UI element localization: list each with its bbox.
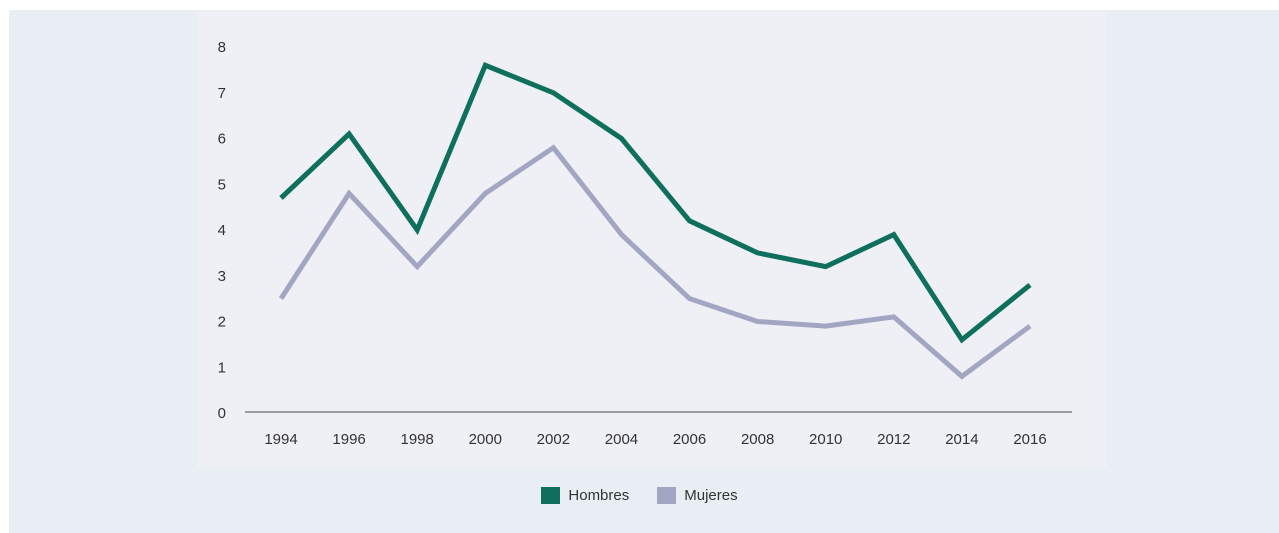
legend-item-mujeres: Mujeres: [657, 486, 738, 504]
x-tick-label: 2008: [741, 431, 774, 448]
x-tick-label: 2002: [537, 431, 570, 448]
x-tick-label: 2016: [1013, 431, 1046, 448]
x-tick-label: 2014: [945, 431, 978, 448]
legend-label-mujeres: Mujeres: [684, 486, 738, 504]
y-tick-label: 8: [218, 39, 226, 56]
x-tick-label: 1996: [332, 431, 365, 448]
x-tick-label: 2006: [673, 431, 706, 448]
legend-swatch-mujeres: [657, 486, 677, 504]
x-tick-label: 2004: [605, 431, 638, 448]
series-line-mujeres: [278, 144, 1032, 380]
x-tick-label: 1994: [264, 431, 297, 448]
x-tick-label: 2012: [877, 431, 910, 448]
y-tick-label: 7: [218, 85, 226, 102]
plot-panel: [197, 12, 1107, 467]
series-line-hombres: [279, 62, 1032, 344]
legend-swatch-hombres: [541, 486, 561, 504]
x-tick-label: 2010: [809, 431, 842, 448]
x-tick-label: 2000: [469, 431, 502, 448]
x-axis-ticks: 1994 1996 1998 2000 2002 2004 2006 2008 2010 2012…: [264, 431, 1046, 448]
y-axis-ticks: 0 1 2 3 4 5 6 7 8: [218, 39, 226, 422]
y-tick-label: 0: [218, 405, 226, 422]
y-tick-label: 1: [218, 359, 226, 376]
y-tick-label: 4: [218, 222, 226, 239]
y-tick-label: 3: [218, 268, 226, 285]
legend-label-hombres: Hombres: [568, 486, 630, 504]
y-tick-label: 5: [218, 176, 226, 193]
legend-item-hombres: Hombres: [541, 486, 630, 504]
legend: Hombres Mujeres: [0, 483, 1279, 507]
y-tick-label: 6: [218, 131, 226, 148]
x-tick-label: 1998: [400, 431, 433, 448]
series-lines: [278, 62, 1032, 380]
y-tick-label: 2: [218, 314, 226, 331]
